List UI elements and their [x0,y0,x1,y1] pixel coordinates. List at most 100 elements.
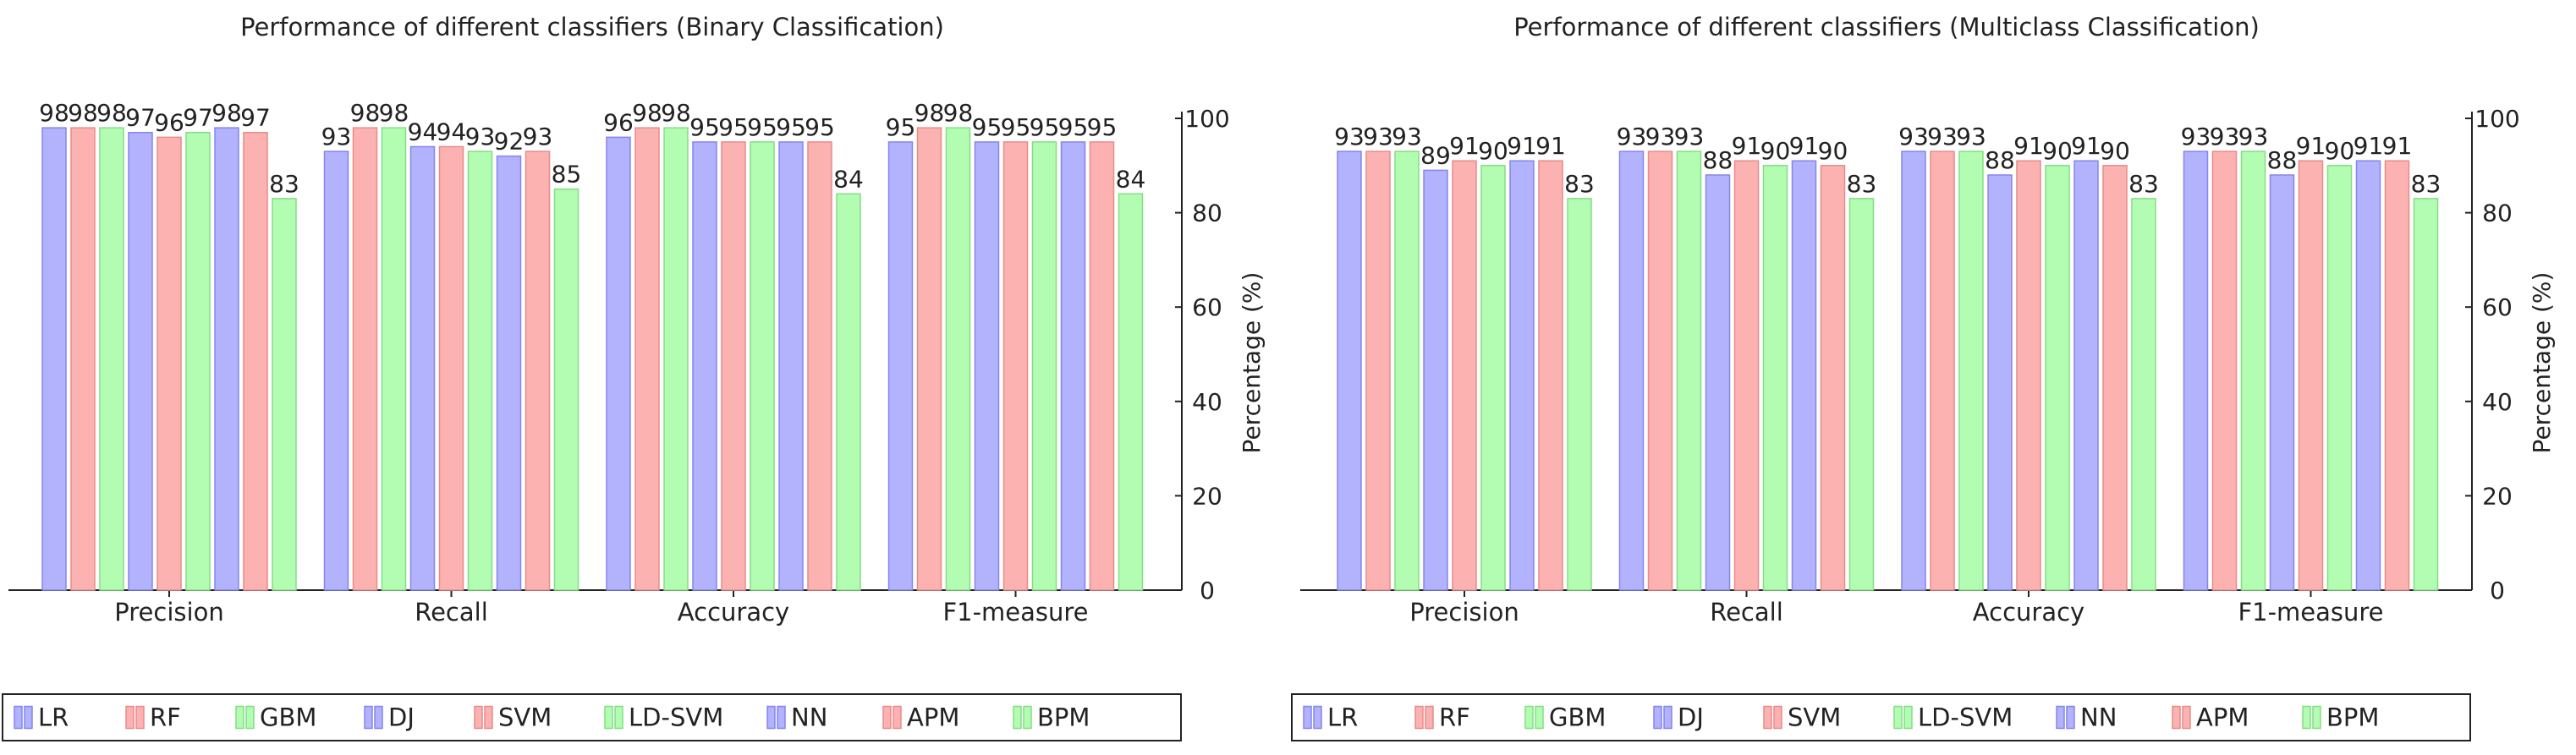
legend-item-apm: APM [2172,703,2249,732]
x-tick-label: Recall [415,598,488,626]
data-label: 95 [805,113,835,141]
data-label: 91 [2013,132,2044,160]
x-tick-label: Accuracy [1973,598,2084,626]
bar-nn-f1-measure [1060,141,1086,591]
legend-item-lr: LR [14,703,69,732]
data-label: 94 [408,118,438,145]
data-label: 98 [915,99,945,127]
data-label: 91 [1449,132,1480,160]
bar-gbm-precision [1394,150,1420,591]
data-label: 96 [603,108,634,136]
bar-bpm-accuracy [2131,198,2156,591]
bar-gbm-f1-measure [945,127,971,591]
bar-svm-precision [1452,160,1477,591]
data-label: 89 [1420,141,1451,169]
legend-item-nn: NN [766,703,827,732]
bar-lr-accuracy [606,136,631,591]
legend-swatch [2182,705,2191,730]
legend-swatch [374,705,383,730]
data-label: 91 [1535,132,1566,160]
data-label: 91 [2382,132,2413,160]
data-label: 94 [437,118,467,145]
data-label: 93 [2210,123,2240,150]
chart-panel-2: Performance of different classifiers (Mu… [1291,13,2556,741]
y-tick-label: 100 [2474,105,2519,133]
data-label: 93 [523,123,553,150]
legend-swatch [1023,705,1032,730]
legend-box [2,693,1182,741]
legend-label: RF [150,703,181,732]
bar-rf-precision [1365,150,1391,591]
data-label: 97 [125,104,156,132]
bar-ld-svm-f1-measure [2326,165,2353,591]
legend-swatch [1524,705,1534,730]
data-label: 98 [39,99,69,127]
legend-swatch [893,705,902,730]
legend-label: BPM [2326,703,2379,732]
bar-svm-accuracy [2016,160,2041,591]
x-tick-label: Precision [114,598,223,626]
data-label: 98 [350,99,381,127]
bar-bpm-precision [1567,198,1592,591]
bar-bpm-accuracy [836,193,861,591]
bar-rf-accuracy [634,127,660,591]
data-label: 93 [2238,123,2269,150]
data-label: 91 [2071,132,2101,160]
legend-item-dj: DJ [364,703,415,732]
y-tick-label: 0 [1200,577,1215,605]
data-label: 93 [1674,123,1705,150]
data-label: 98 [96,99,127,127]
bar-lr-precision [1337,150,1362,591]
bar-rf-recall [352,127,378,591]
legend: LR RF GBM DJ SVM LD-SVM NN APM BPM [1291,693,2471,741]
legend-swatch [2066,705,2075,730]
bar-ld-svm-accuracy [750,141,775,591]
bar-dj-recall [409,145,436,591]
bar-ld-svm-recall [1762,165,1788,591]
bar-gbm-accuracy [1958,150,1984,591]
data-label: 93 [321,123,352,150]
data-label: 93 [1617,123,1647,150]
bar-ld-svm-recall [467,150,493,591]
bar-svm-f1-measure [1002,141,1029,591]
data-label: 90 [1818,137,1848,165]
bar-ld-svm-precision [185,131,211,591]
legend-swatch [2312,705,2321,730]
legend-swatch [24,705,33,730]
legend-label: APM [2196,703,2249,732]
bar-apm-precision [243,131,268,591]
legend-swatch [777,705,786,730]
data-label: 95 [886,113,916,141]
y-tick-label: 100 [1184,105,1229,133]
legend-item-bpm: BPM [2302,703,2379,732]
legend-label: GBM [260,703,316,732]
bar-apm-accuracy [807,141,832,591]
legend-item-rf: RF [1414,703,1470,732]
data-label: 90 [1760,137,1791,165]
legend-swatch [135,705,145,730]
legend-item-nn: NN [2056,703,2117,732]
legend-item-gbm: GBM [1524,703,1606,732]
bar-nn-recall [496,155,522,591]
bar-gbm-f1-measure [2240,150,2266,591]
bar-lr-precision [41,127,67,591]
y-tick-label: 80 [2482,200,2513,227]
legend-swatch [1303,705,1312,730]
legend-item-ld-svm: LD-SVM [1893,703,2013,732]
legend-swatch [1763,705,1772,730]
bar-nn-accuracy [778,141,804,591]
data-label: 93 [1645,123,1676,150]
bar-dj-accuracy [692,141,717,591]
x-tick-label: Precision [1409,598,1519,626]
data-label: 91 [1732,132,1762,160]
data-label: 93 [1363,123,1393,150]
legend-label: LD-SVM [629,703,723,732]
legend-label: LR [1327,703,1358,732]
data-label: 88 [1985,146,2015,174]
data-label: 83 [269,170,299,198]
legend-item-gbm: GBM [235,703,316,732]
legend-swatch [1425,705,1434,730]
bar-svm-recall [438,145,464,591]
legend-swatch [1653,705,1662,730]
